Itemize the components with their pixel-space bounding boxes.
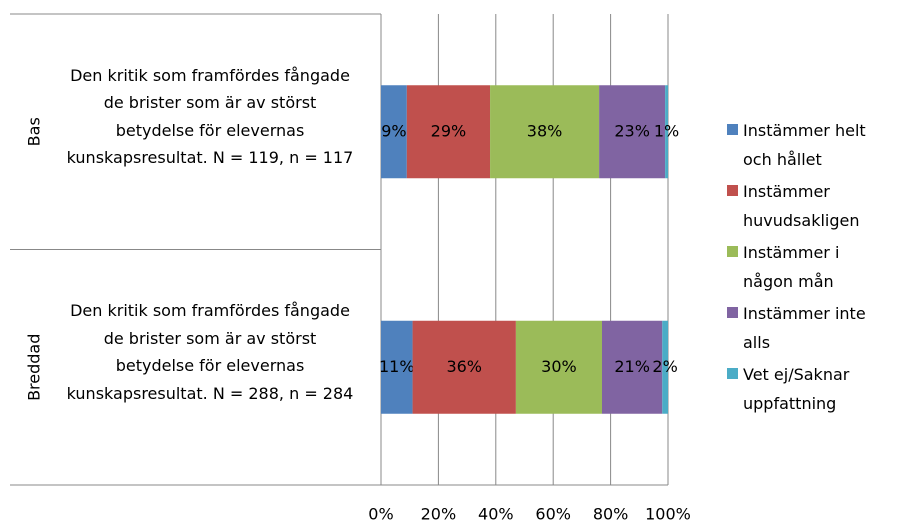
data-label: 30%	[541, 357, 577, 376]
group-label: Breddad	[25, 334, 44, 401]
bar-segment	[599, 85, 666, 179]
category-label: Den kritik som framfördes fångade de bri…	[66, 301, 354, 403]
bar-segment	[662, 320, 668, 414]
x-tick-label: 100%	[645, 505, 691, 524]
legend-label: Instämmer i någon mån	[743, 243, 840, 291]
bar-segment	[412, 320, 516, 414]
legend-label: Vet ej/Saknar uppfattning	[743, 365, 850, 413]
group-label: Bas	[25, 117, 44, 146]
bar-segment	[381, 85, 407, 179]
bar-segment	[406, 85, 491, 179]
data-label: 23%	[614, 121, 650, 140]
data-label: 11%	[379, 357, 415, 376]
legend-swatch	[727, 307, 738, 318]
legend-label: Instämmer inte alls	[743, 304, 866, 352]
legend-swatch	[727, 246, 738, 257]
category-label: Den kritik som framfördes fångade de bri…	[66, 65, 354, 168]
x-tick-label: 80%	[593, 505, 629, 524]
data-label: 2%	[652, 357, 677, 376]
x-tick-label: 60%	[535, 505, 571, 524]
data-label: 36%	[446, 357, 482, 376]
legend-swatch	[727, 368, 738, 379]
bar-segment	[665, 85, 668, 179]
data-label: 9%	[381, 121, 406, 140]
data-label: 1%	[654, 121, 679, 140]
x-tick-label: 20%	[421, 505, 457, 524]
legend-label: Instämmer helt och hållet	[743, 121, 866, 169]
data-label: 21%	[614, 357, 650, 376]
x-tick-label: 40%	[478, 505, 514, 524]
legend-swatch	[727, 185, 738, 196]
bar-segment	[601, 320, 663, 414]
legend-swatch	[727, 124, 738, 135]
legend-label: Instämmer huvudsakligen	[743, 182, 860, 230]
data-label: 38%	[527, 121, 563, 140]
x-tick-label: 0%	[368, 505, 393, 524]
bar-segment	[515, 320, 602, 414]
bar-segment	[381, 320, 413, 414]
bar-segment	[490, 85, 600, 179]
data-label: 29%	[431, 121, 467, 140]
